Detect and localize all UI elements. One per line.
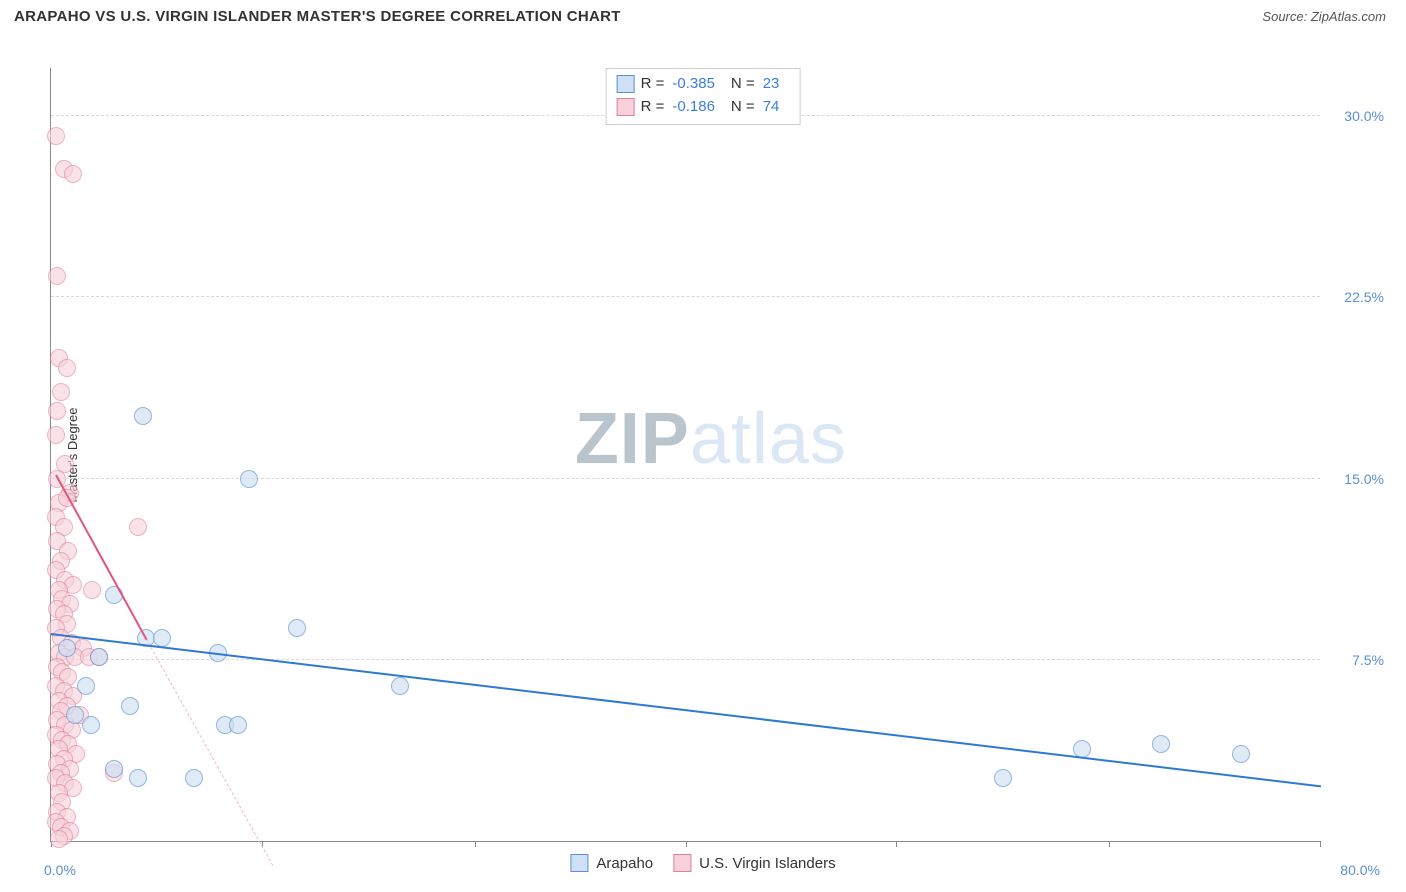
n-value: 23: [763, 73, 780, 96]
x-tick: [896, 841, 897, 847]
gridline: [51, 659, 1320, 660]
source-name: ZipAtlas.com: [1311, 9, 1386, 24]
scatter-point-arapaho: [1232, 745, 1250, 763]
x-axis-min-label: 0.0%: [44, 862, 76, 878]
scatter-point-arapaho: [1152, 735, 1170, 753]
scatter-point-usvi: [64, 165, 82, 183]
y-tick-label: 7.5%: [1352, 652, 1384, 668]
chart-source: Source: ZipAtlas.com: [1262, 9, 1386, 24]
scatter-point-usvi: [129, 518, 147, 536]
scatter-point-arapaho: [134, 407, 152, 425]
scatter-point-arapaho: [105, 760, 123, 778]
scatter-point-arapaho: [288, 619, 306, 637]
scatter-point-usvi: [48, 267, 66, 285]
bottom-legend: Arapaho U.S. Virgin Islanders: [570, 854, 835, 872]
r-label: R =: [641, 96, 665, 119]
y-tick-label: 30.0%: [1344, 108, 1384, 124]
legend-label: U.S. Virgin Islanders: [699, 855, 835, 872]
x-tick: [475, 841, 476, 847]
legend-item-arapaho: Arapaho: [570, 854, 653, 872]
plot-area: ZIPatlas Master's Degree 7.5%15.0%22.5%3…: [50, 68, 1320, 842]
scatter-point-usvi: [50, 830, 68, 848]
chart-container: ZIPatlas Master's Degree 7.5%15.0%22.5%3…: [14, 40, 1392, 878]
source-label: Source:: [1262, 9, 1307, 24]
legend-label: Arapaho: [596, 855, 653, 872]
r-value: -0.186: [672, 96, 715, 119]
r-label: R =: [641, 73, 665, 96]
gridline: [51, 296, 1320, 297]
scatter-point-arapaho: [185, 769, 203, 787]
watermark: ZIPatlas: [575, 398, 847, 480]
scatter-point-usvi: [83, 581, 101, 599]
trend-line: [146, 638, 274, 866]
scatter-point-usvi: [47, 426, 65, 444]
swatch-arapaho: [617, 75, 635, 93]
scatter-point-arapaho: [153, 629, 171, 647]
x-tick: [1320, 841, 1321, 847]
scatter-point-arapaho: [229, 716, 247, 734]
n-label: N =: [731, 73, 755, 96]
scatter-point-arapaho: [121, 697, 139, 715]
y-tick-label: 15.0%: [1344, 471, 1384, 487]
watermark-atlas: atlas: [690, 399, 847, 479]
r-value: -0.385: [672, 73, 715, 96]
x-tick: [1109, 841, 1110, 847]
stats-row-arapaho: R = -0.385 N = 23: [617, 73, 790, 96]
scatter-point-arapaho: [994, 769, 1012, 787]
legend-swatch-arapaho: [570, 854, 588, 872]
legend-swatch-usvi: [673, 854, 691, 872]
scatter-point-usvi: [48, 402, 66, 420]
chart-header: ARAPAHO VS U.S. VIRGIN ISLANDER MASTER'S…: [0, 0, 1406, 29]
watermark-zip: ZIP: [575, 399, 690, 479]
x-tick: [686, 841, 687, 847]
scatter-point-usvi: [58, 359, 76, 377]
scatter-point-arapaho: [77, 677, 95, 695]
scatter-point-arapaho: [66, 706, 84, 724]
chart-title: ARAPAHO VS U.S. VIRGIN ISLANDER MASTER'S…: [14, 8, 621, 25]
y-tick-label: 22.5%: [1344, 289, 1384, 305]
scatter-point-arapaho: [58, 639, 76, 657]
scatter-point-arapaho: [391, 677, 409, 695]
stats-legend: R = -0.385 N = 23 R = -0.186 N = 74: [606, 68, 801, 125]
x-axis-max-label: 80.0%: [1340, 862, 1380, 878]
scatter-point-usvi: [47, 127, 65, 145]
swatch-usvi: [617, 98, 635, 116]
trend-line: [51, 633, 1321, 787]
stats-row-usvi: R = -0.186 N = 74: [617, 96, 790, 119]
n-label: N =: [731, 96, 755, 119]
scatter-point-arapaho: [129, 769, 147, 787]
scatter-point-arapaho: [82, 716, 100, 734]
scatter-point-usvi: [52, 383, 70, 401]
scatter-point-arapaho: [240, 470, 258, 488]
scatter-point-arapaho: [90, 648, 108, 666]
legend-item-usvi: U.S. Virgin Islanders: [673, 854, 835, 872]
n-value: 74: [763, 96, 780, 119]
